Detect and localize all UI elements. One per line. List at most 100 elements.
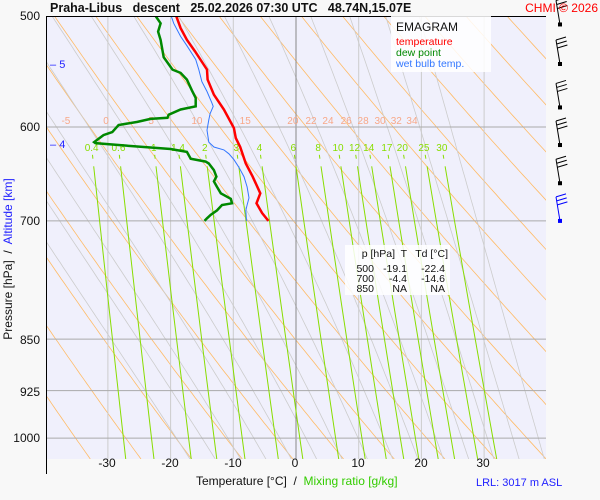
wind-barb-staff — [555, 39, 561, 65]
wind-barb-feather — [555, 155, 567, 160]
mixing-ratio-label: 8 — [315, 143, 321, 154]
x-tick-label: -20 — [161, 456, 179, 470]
adiabat-label: 24 — [322, 116, 334, 127]
mixing-ratio-label: 0.4 — [85, 143, 99, 154]
wind-barb-station — [558, 105, 562, 110]
moist-adiabat-line — [223, 16, 419, 459]
mixing-ratio-label: 25 — [418, 143, 430, 154]
x-axis-title: Temperature [°C] / Mixing ratio [g/kg] — [196, 474, 398, 488]
mixing-ratio-line — [93, 166, 127, 459]
wind-barb-station — [558, 218, 562, 223]
mixing-ratio-tick — [293, 154, 296, 159]
wind-barb — [555, 36, 568, 66]
mixing-ratio-line — [295, 166, 340, 459]
dry-adiabat-line — [46, 255, 193, 459]
mixing-ratio-label: 10 — [332, 143, 344, 154]
moist-adiabat-line — [418, 16, 545, 459]
dry-adiabat-line — [46, 394, 91, 459]
wind-barb-feather — [556, 159, 567, 164]
mixing-ratio-label: 0.6 — [112, 143, 126, 154]
mixing-ratio-tick — [387, 154, 390, 159]
wind-barb-station — [558, 143, 562, 148]
y-tick-label: 850 — [19, 333, 40, 347]
altitude-tick-label: 4 — [59, 139, 66, 151]
moist-adiabat-line — [46, 199, 216, 459]
wet-bulb-line — [170, 16, 250, 221]
y-axis-title: Pressure [hPa] / Altitude [km] — [1, 178, 15, 340]
wind-barb-feather — [555, 193, 567, 198]
mixing-ratio-tick — [403, 154, 405, 159]
table-cell: -4.4 — [388, 273, 407, 285]
wind-barb-staff — [555, 0, 561, 25]
mixing-ratio-tick — [338, 154, 341, 159]
wind-barb-feather — [556, 40, 567, 45]
dry-adiabat-line — [46, 125, 294, 459]
y-tick-label: 925 — [19, 385, 40, 399]
legend-title: EMAGRAM — [396, 20, 459, 34]
mixing-ratio-label: 2 — [202, 143, 208, 154]
adiabat-label: 28 — [358, 116, 370, 127]
x-tick-label: 0 — [291, 456, 299, 470]
wind-barb-feather — [557, 125, 568, 130]
wind-barb-station — [558, 181, 562, 186]
dry-adiabat-line — [383, 16, 546, 201]
dry-adiabat-line — [53, 16, 395, 459]
table-cell: NA — [430, 283, 445, 295]
legend-temperature: temperature — [396, 36, 453, 48]
mixing-ratio-line — [179, 166, 218, 459]
mixing-ratio-tick — [442, 154, 445, 159]
mixing-ratio-label: 12 — [349, 143, 361, 154]
mixing-ratio-line — [357, 166, 405, 459]
mixing-ratio-label: 4 — [257, 143, 263, 154]
x-axis-label-mixing-ratio: Mixing ratio [g/kg] — [303, 474, 398, 488]
adiabat-label: 30 — [374, 116, 386, 127]
moist-adiabat-line — [51, 16, 317, 459]
altitude-tick: – 5 — [50, 59, 66, 71]
adiabat-label: 22 — [305, 116, 317, 127]
mixing-ratio-tick — [424, 154, 427, 159]
mixing-ratio-label: 6 — [291, 143, 297, 154]
mixing-ratio-line — [426, 166, 479, 459]
dry-adiabat-line — [95, 16, 446, 459]
values-table: p [hPa] T Td [°C] 500 -19.1 -22.4 700 -4… — [345, 245, 450, 295]
x-axis-label: Temperature [°C] — [196, 474, 287, 488]
wind-barb-feather — [555, 79, 567, 84]
wind-barb-staff — [555, 159, 561, 184]
dry-adiabat-line — [300, 16, 546, 301]
table-header: p [hPa] — [361, 248, 395, 260]
adiabat-label: 26 — [341, 116, 353, 127]
table-header: T — [400, 248, 407, 260]
wind-barb-feather — [557, 44, 568, 49]
legend: EMAGRAM temperature dew point wet bulb t… — [391, 16, 491, 72]
mixing-ratio-line — [389, 166, 439, 459]
legend-wet-bulb: wet bulb temp. — [396, 58, 465, 70]
wind-barb-feather — [557, 201, 568, 206]
mixing-ratio-label: 17 — [381, 143, 393, 154]
table-cell: -19.1 — [383, 263, 407, 275]
table-cell: -14.6 — [421, 273, 445, 285]
y-tick-label: 600 — [19, 120, 40, 134]
mixing-ratio-label: 30 — [436, 143, 448, 154]
wind-barb-staff — [555, 196, 561, 221]
wind-barb-feather — [557, 87, 568, 92]
mixing-ratio-tick — [355, 154, 357, 159]
moist-adiabat-line — [133, 16, 368, 459]
moist-adiabat-line — [46, 240, 191, 459]
table-cell: -22.4 — [421, 263, 445, 275]
adiabat-label: 10 — [191, 116, 203, 127]
x-tick-label: 20 — [414, 456, 428, 470]
adiabat-label: 15 — [240, 116, 252, 127]
dew-point-line — [92, 16, 234, 222]
wind-barb — [555, 117, 568, 148]
wind-barb-feather — [556, 83, 567, 88]
table-cell: NA — [392, 283, 407, 295]
mixing-ratio-tick — [318, 154, 321, 159]
mixing-ratio-line — [120, 166, 155, 459]
wind-barb-feather — [555, 117, 567, 122]
x-tick-label: -30 — [98, 456, 116, 470]
mixing-ratio-line — [444, 166, 498, 459]
temperature-line — [175, 16, 270, 222]
dry-adiabat-line — [46, 63, 345, 459]
wind-barb-staff — [555, 120, 561, 146]
